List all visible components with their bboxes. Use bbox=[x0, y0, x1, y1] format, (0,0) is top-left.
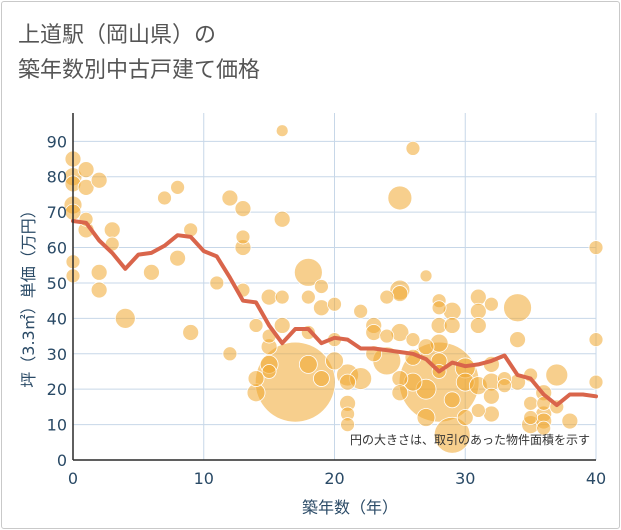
axes bbox=[72, 113, 596, 461]
data-bubble bbox=[157, 190, 172, 206]
data-bubble bbox=[339, 373, 356, 391]
y-tick-label: 60 bbox=[47, 239, 67, 258]
y-tick-label: 70 bbox=[47, 203, 67, 222]
data-bubble bbox=[273, 210, 291, 228]
data-bubble bbox=[443, 317, 461, 334]
data-bubble bbox=[482, 405, 500, 423]
y-tick-label: 40 bbox=[47, 309, 67, 328]
data-bubble bbox=[588, 240, 604, 255]
data-bubble bbox=[391, 384, 409, 402]
data-bubble bbox=[273, 317, 291, 334]
data-bubble bbox=[234, 200, 252, 218]
data-bubble bbox=[503, 293, 532, 323]
tick-labels: 0 10 20 30 40 50 60 70 80 90 0 10 20 30 40 bbox=[47, 132, 607, 488]
data-bubble bbox=[433, 416, 471, 454]
data-bubble bbox=[274, 289, 290, 305]
data-bubble bbox=[588, 374, 604, 390]
x-tick-label: 0 bbox=[68, 469, 78, 488]
data-bubble bbox=[545, 363, 569, 387]
x-axis-title: 築年数（年） bbox=[302, 498, 398, 517]
data-bubble bbox=[536, 420, 552, 436]
data-bubble bbox=[561, 412, 579, 430]
data-bubble bbox=[209, 275, 225, 291]
data-bubble bbox=[469, 288, 487, 306]
data-bubble bbox=[482, 387, 500, 405]
data-bubble bbox=[313, 299, 330, 317]
y-tick-label: 0 bbox=[57, 451, 67, 470]
data-bubble bbox=[221, 189, 239, 207]
data-bubble bbox=[298, 354, 318, 374]
y-tick-label: 30 bbox=[47, 345, 67, 364]
data-bubble bbox=[114, 307, 136, 329]
data-bubble bbox=[523, 410, 539, 425]
data-bubble bbox=[222, 346, 238, 362]
data-bubble bbox=[235, 229, 251, 245]
data-bubble bbox=[416, 408, 436, 427]
bubble-layer bbox=[63, 124, 604, 454]
data-bubble bbox=[588, 332, 604, 348]
data-bubble bbox=[391, 285, 409, 302]
data-bubble bbox=[182, 324, 200, 341]
y-tick-label: 50 bbox=[47, 274, 67, 293]
data-bubble bbox=[379, 328, 395, 344]
average-price-line bbox=[71, 219, 598, 408]
data-bubble bbox=[327, 296, 342, 312]
data-bubble bbox=[103, 221, 121, 239]
y-axis-title: 坪（3.3㎡）単価（万円） bbox=[19, 202, 38, 387]
data-bubble bbox=[260, 288, 278, 306]
data-bubble bbox=[431, 300, 447, 316]
data-bubble bbox=[443, 391, 461, 409]
data-bubble bbox=[469, 302, 487, 320]
data-bubble bbox=[248, 318, 264, 333]
data-bubble bbox=[483, 296, 499, 312]
data-bubble bbox=[300, 289, 316, 305]
data-bubble bbox=[77, 178, 95, 196]
data-bubble bbox=[261, 364, 277, 379]
data-bubble bbox=[90, 281, 108, 299]
y-tick-label: 20 bbox=[47, 380, 67, 399]
y-tick-label: 90 bbox=[47, 132, 67, 151]
x-tick-label: 30 bbox=[455, 469, 475, 488]
data-bubble bbox=[417, 338, 435, 356]
data-bubble bbox=[405, 332, 421, 348]
data-bubble bbox=[419, 269, 433, 283]
data-bubble bbox=[325, 351, 344, 371]
data-bubble bbox=[143, 263, 160, 281]
x-tick-label: 40 bbox=[586, 469, 606, 488]
y-tick-label: 80 bbox=[47, 168, 67, 187]
chart-title-line-1: 上道駅（岡山県）の bbox=[18, 23, 217, 48]
data-bubble bbox=[523, 395, 539, 411]
data-bubble bbox=[456, 409, 474, 426]
chart-title-line-2: 築年数別中古戸建て価格 bbox=[18, 58, 261, 83]
data-bubble bbox=[497, 378, 512, 394]
data-bubble bbox=[365, 324, 383, 341]
data-bubble bbox=[169, 249, 187, 267]
data-bubble bbox=[293, 257, 323, 287]
data-bubble bbox=[77, 161, 95, 179]
data-bubble bbox=[170, 179, 186, 195]
data-bubble bbox=[509, 331, 526, 349]
trend-line-layer bbox=[71, 219, 598, 408]
size-legend-note: 円の大きさは、取引のあった物件面積を示す bbox=[350, 432, 590, 447]
grid-lines bbox=[73, 113, 597, 460]
data-bubble bbox=[275, 124, 289, 138]
y-tick-label: 10 bbox=[47, 416, 67, 435]
data-bubble bbox=[391, 370, 409, 387]
data-bubble bbox=[90, 263, 108, 281]
data-bubble bbox=[314, 279, 329, 294]
data-bubble bbox=[247, 370, 265, 387]
data-bubble bbox=[313, 370, 330, 387]
data-bubble bbox=[379, 289, 395, 305]
data-bubble bbox=[470, 403, 486, 418]
data-bubble bbox=[353, 303, 369, 319]
data-bubble bbox=[340, 417, 355, 432]
x-tick-label: 10 bbox=[194, 469, 214, 488]
data-bubble bbox=[405, 141, 421, 156]
data-bubble bbox=[90, 171, 108, 189]
data-bubble bbox=[469, 317, 487, 334]
data-bubble bbox=[387, 185, 413, 211]
x-tick-label: 20 bbox=[324, 469, 344, 488]
